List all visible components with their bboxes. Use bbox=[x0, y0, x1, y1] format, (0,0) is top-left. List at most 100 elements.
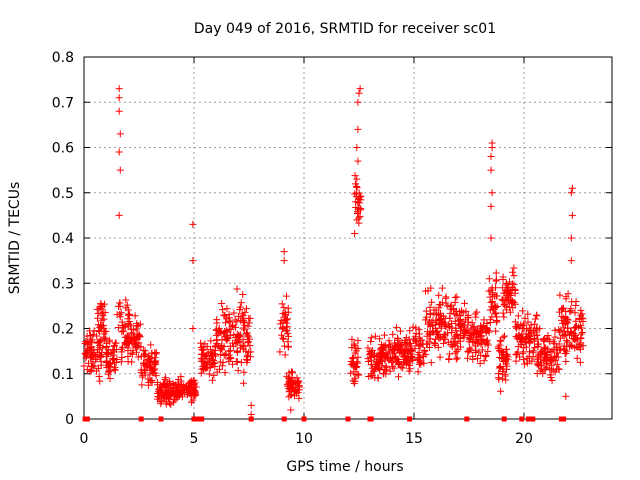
data-point bbox=[129, 350, 137, 358]
data-point bbox=[81, 349, 89, 357]
data-point bbox=[427, 359, 435, 367]
data-point bbox=[138, 373, 146, 381]
data-point bbox=[223, 305, 231, 313]
data-point bbox=[510, 280, 518, 288]
data-point bbox=[116, 166, 124, 174]
data-point bbox=[487, 298, 495, 306]
data-point bbox=[127, 321, 135, 329]
data-point bbox=[522, 330, 530, 338]
data-point bbox=[211, 363, 219, 371]
zero-data-point bbox=[501, 416, 507, 422]
data-point bbox=[436, 300, 444, 308]
data-point bbox=[353, 183, 361, 191]
data-point bbox=[425, 344, 433, 352]
data-point bbox=[134, 353, 142, 361]
data-point bbox=[278, 300, 286, 308]
data-point bbox=[415, 334, 423, 342]
data-point bbox=[115, 107, 123, 115]
data-point bbox=[225, 317, 233, 325]
zero-data-point bbox=[561, 416, 567, 422]
data-point bbox=[101, 334, 109, 342]
data-point bbox=[391, 347, 399, 355]
y-tick-label: 0.3 bbox=[52, 276, 74, 292]
data-point bbox=[355, 89, 363, 97]
data-point bbox=[110, 365, 118, 373]
data-point bbox=[222, 319, 230, 327]
data-point bbox=[186, 378, 194, 386]
data-point bbox=[236, 305, 244, 313]
data-point bbox=[89, 331, 97, 339]
data-point bbox=[279, 323, 287, 331]
data-point bbox=[531, 315, 539, 323]
data-point bbox=[456, 308, 464, 316]
data-point bbox=[213, 336, 221, 344]
data-point bbox=[495, 364, 503, 372]
data-point bbox=[282, 311, 290, 319]
y-tick-label: 0.1 bbox=[52, 367, 74, 383]
data-point bbox=[534, 351, 542, 359]
data-point bbox=[488, 298, 496, 306]
data-point bbox=[405, 357, 413, 365]
data-point bbox=[119, 327, 127, 335]
data-point bbox=[231, 316, 239, 324]
data-point bbox=[208, 376, 216, 384]
data-point bbox=[497, 337, 505, 345]
data-point bbox=[106, 367, 114, 375]
data-point bbox=[233, 285, 241, 293]
data-point bbox=[506, 278, 514, 286]
data-point bbox=[83, 332, 91, 340]
data-point bbox=[169, 380, 177, 388]
data-point bbox=[352, 198, 360, 206]
data-point bbox=[443, 302, 451, 310]
data-point bbox=[430, 309, 438, 317]
data-point bbox=[161, 382, 169, 390]
data-point bbox=[558, 316, 566, 324]
data-point bbox=[87, 366, 95, 374]
data-point bbox=[141, 369, 149, 377]
data-point bbox=[381, 366, 389, 374]
data-point bbox=[496, 353, 504, 361]
data-point bbox=[555, 340, 563, 348]
data-point bbox=[548, 377, 556, 385]
data-point bbox=[367, 334, 375, 342]
data-point bbox=[240, 379, 248, 387]
data-point bbox=[473, 308, 481, 316]
chart-title: Day 049 of 2016, SRMTID for receiver sc0… bbox=[194, 21, 496, 37]
data-point bbox=[202, 351, 210, 359]
data-point bbox=[98, 316, 106, 324]
data-point bbox=[115, 302, 123, 310]
data-point bbox=[436, 309, 444, 317]
data-point bbox=[487, 166, 495, 174]
data-point bbox=[567, 257, 575, 265]
data-point bbox=[86, 327, 94, 335]
data-point bbox=[234, 312, 242, 320]
data-point bbox=[546, 348, 554, 356]
data-point bbox=[239, 312, 247, 320]
data-point bbox=[355, 199, 363, 207]
data-point bbox=[513, 323, 521, 331]
data-point bbox=[356, 85, 364, 93]
data-point bbox=[467, 331, 475, 339]
data-point bbox=[420, 346, 428, 354]
zero-data-point bbox=[530, 416, 536, 422]
data-point bbox=[563, 337, 571, 345]
data-point bbox=[351, 172, 359, 180]
data-point bbox=[208, 355, 216, 363]
data-point bbox=[356, 213, 364, 221]
data-point bbox=[578, 310, 586, 318]
data-point bbox=[475, 348, 483, 356]
data-point bbox=[93, 367, 101, 375]
data-point bbox=[142, 360, 150, 368]
zero-data-point bbox=[248, 416, 254, 422]
data-point bbox=[564, 338, 572, 346]
data-point bbox=[485, 275, 493, 283]
data-point bbox=[448, 328, 456, 336]
data-point bbox=[128, 339, 136, 347]
data-point bbox=[567, 189, 575, 197]
data-point bbox=[348, 354, 356, 362]
data-point bbox=[173, 384, 181, 392]
data-point bbox=[502, 376, 510, 384]
data-point bbox=[534, 355, 542, 363]
data-point bbox=[148, 376, 156, 384]
data-point bbox=[220, 311, 228, 319]
